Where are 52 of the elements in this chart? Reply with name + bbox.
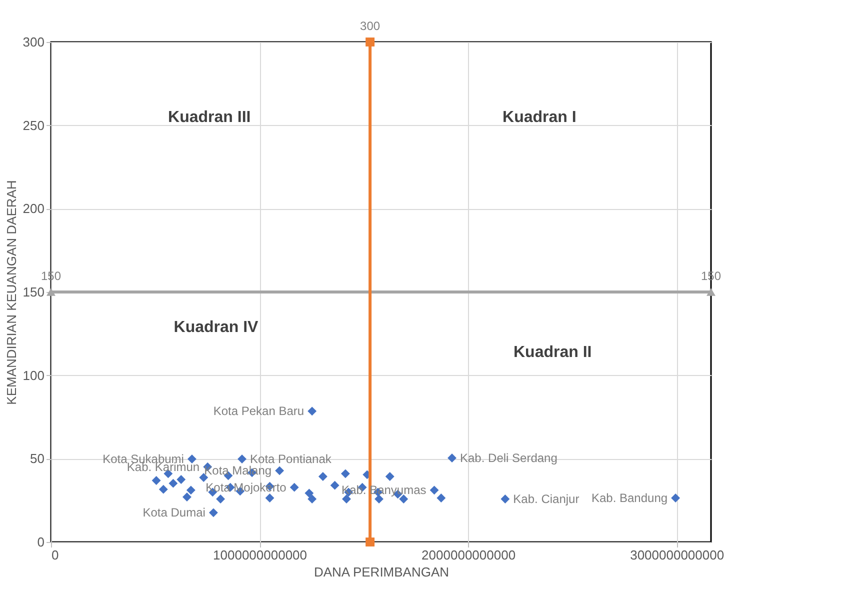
point <box>182 492 192 502</box>
data-label: Kab. Deli Serdang <box>460 451 558 465</box>
point <box>318 472 328 481</box>
point <box>199 473 208 482</box>
data-label: Kota Dumai <box>142 506 206 520</box>
point <box>152 476 161 485</box>
y-tick-label: 50 <box>30 451 44 466</box>
annotation: Kuadran III <box>168 109 251 126</box>
point <box>366 38 375 46</box>
x-tick-label: 0 <box>52 548 59 562</box>
point <box>430 486 439 495</box>
data-label: Kota Pekan Baru <box>213 404 304 418</box>
point <box>342 494 351 504</box>
y-tick-label: 200 <box>22 201 44 216</box>
y-tick-label: 0 <box>37 534 44 550</box>
point <box>308 406 317 416</box>
point <box>500 494 510 504</box>
y-tick-label: 100 <box>22 368 44 383</box>
point <box>208 508 218 518</box>
point <box>238 454 246 464</box>
point <box>330 480 340 490</box>
y-tick-label: 250 <box>22 118 44 133</box>
point <box>448 454 456 462</box>
point <box>290 482 299 492</box>
point <box>275 466 284 476</box>
data-label: 300 <box>360 19 380 33</box>
data-label: Kab. Cianjur <box>513 492 580 506</box>
point <box>168 478 178 488</box>
x-tick-label: 1000000000000 <box>213 548 308 562</box>
y-axis-title: KEMANDIRIAN KEUANGAN DAERAH <box>4 180 19 405</box>
point <box>671 494 680 502</box>
point <box>265 494 274 502</box>
x-tick-label: 2000000000000 <box>422 548 516 562</box>
point <box>158 484 168 494</box>
point <box>436 494 446 502</box>
point <box>176 475 186 484</box>
annotation: Kuadran II <box>513 344 592 361</box>
point <box>186 486 196 495</box>
annotation: Kuadran I <box>502 109 576 126</box>
y-tick-label: 300 <box>22 34 44 50</box>
y-tick-label: 150 <box>22 284 44 300</box>
data-label: Kota Pontianak <box>250 452 332 466</box>
data-label: Kab. Bandung <box>591 491 668 505</box>
point <box>340 469 350 478</box>
annotation: Kuadran IV <box>174 319 259 336</box>
x-tick-label: 3000000000000 <box>630 548 724 562</box>
point <box>304 488 314 498</box>
point <box>216 494 226 504</box>
point <box>308 494 317 504</box>
x-axis-title: DANA PERIMBANGAN <box>314 564 450 580</box>
point <box>366 538 375 546</box>
point <box>385 472 394 481</box>
